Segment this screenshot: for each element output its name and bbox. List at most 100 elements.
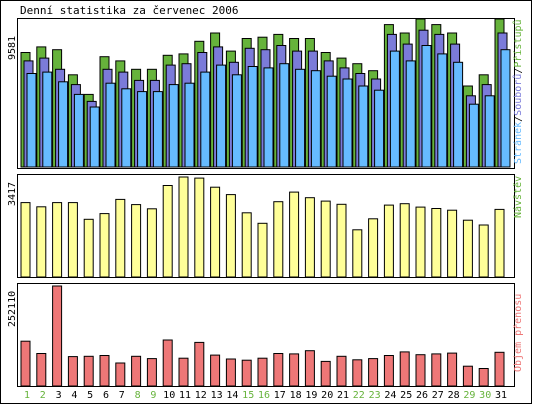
pages-bar-day-21 [342,78,353,168]
kbytes-bar-day-22 [352,359,363,387]
pages-bar-day-11 [184,82,195,168]
kbytes-bar-day-18 [289,353,300,387]
day-label-12: 12 [195,390,207,401]
day-axis-labels: 1 2 3 4 5 6 7 8 9 10 11 12 13 14 15 16 17 18 19 20 21 22 23 24 2… [24,390,507,401]
kbytes-bar-day-28 [447,352,458,387]
visits-bar-day-24 [383,204,394,278]
kbytes-bar-day-10 [162,339,173,387]
visits-bar-day-12 [194,177,205,278]
kbytes-bar-day-30 [478,368,489,387]
visits-bar-day-26 [415,206,426,278]
pages-bar-day-22 [358,85,369,168]
visits-bar-day-25 [399,203,410,278]
kbytes-bar-day-16 [257,357,268,387]
kbytes-bar-day-24 [383,355,394,387]
hits-files-pages-bars [20,18,511,168]
visits-bar-day-23 [368,218,379,278]
visits-bars [20,176,505,278]
day-label-8: 8 [135,390,141,401]
pages-bar-day-7 [121,88,132,168]
pages-bar-day-15 [247,66,258,168]
day-label-20: 20 [321,390,333,401]
day-label-9: 9 [150,390,156,401]
day-label-4: 4 [71,390,77,401]
visits-bar-day-27 [431,208,442,278]
visits-bar-day-20 [320,200,331,278]
pages-bar-day-5 [89,106,100,168]
day-label-13: 13 [211,390,223,401]
day-label-14: 14 [226,390,238,401]
pages-bar-day-9 [152,91,163,168]
legend-files: Souborů [512,74,524,116]
day-label-10: 10 [163,390,175,401]
day-label-21: 21 [337,390,349,401]
kbytes-bar-day-5 [83,355,94,387]
kbytes-bar-day-20 [320,360,331,387]
day-label-31: 31 [495,390,507,401]
visits-bar-day-7 [115,198,126,278]
visits-bar-day-15 [241,212,252,278]
visits-bar-day-8 [131,204,142,278]
pages-bar-day-8 [137,91,148,168]
pages-bar-day-18 [295,68,306,168]
day-label-5: 5 [87,390,93,401]
pages-bar-day-19 [310,70,321,168]
visits-bar-day-14 [225,194,236,278]
day-label-22: 22 [353,390,365,401]
kbytes-bar-day-15 [241,359,252,387]
hits-panel-ymax-label: 9581 [7,36,18,60]
kbytes-bar-day-14 [225,358,236,387]
legend-separator-2: / [513,68,524,74]
visits-bar-day-21 [336,203,347,278]
day-label-28: 28 [448,390,460,401]
pages-bar-day-16 [263,67,274,168]
day-label-19: 19 [305,390,317,401]
kbytes-bar-day-11 [178,357,189,387]
pages-bar-day-29 [468,103,479,168]
visits-bar-day-30 [478,224,489,278]
visits-bar-day-16 [257,222,268,278]
kbytes-bar-day-21 [336,355,347,387]
pages-bar-day-4 [73,93,84,168]
kbytes-bar-day-12 [194,341,205,387]
day-label-3: 3 [56,390,62,401]
legend-hits: Přístupů [512,19,524,67]
kbytes-bar-day-31 [494,351,505,387]
visits-panel-ymax-label: 3417 [7,182,18,206]
pages-bar-day-30 [484,95,495,168]
kbytes-bars [20,285,505,387]
day-label-6: 6 [103,390,109,401]
pages-bar-day-28 [453,61,464,168]
day-label-1: 1 [24,390,30,401]
visits-bar-day-4 [67,202,78,278]
kbytes-bar-day-3 [52,285,63,387]
visits-bar-day-13 [210,186,221,278]
visits-bar-day-28 [447,209,458,278]
hits-panel-legend: Stránek/Souborů/Přístupů [512,19,524,164]
pages-bar-day-1 [26,73,37,168]
kbytes-bar-day-23 [368,358,379,387]
day-label-25: 25 [400,390,412,401]
visits-bar-day-18 [289,191,300,278]
kbytes-bar-day-19 [304,350,315,387]
day-label-17: 17 [274,390,286,401]
kbytes-bar-day-9 [146,358,157,387]
legend-separator-1: / [513,116,524,122]
day-label-2: 2 [40,390,46,401]
day-label-24: 24 [384,390,396,401]
day-label-23: 23 [369,390,381,401]
pages-bar-day-20 [326,75,337,168]
kbytes-bar-day-13 [210,354,221,387]
visits-bar-day-9 [146,208,157,278]
kbytes-bar-day-6 [99,355,110,387]
pages-bar-day-3 [58,81,69,168]
day-label-16: 16 [258,390,270,401]
kbytes-bar-day-29 [462,365,473,387]
pages-bar-day-2 [42,71,53,168]
kbytes-bar-day-2 [36,353,47,387]
pages-bar-day-10 [168,84,179,168]
legend-pages: Stránek [512,122,524,164]
pages-bar-day-27 [437,53,448,168]
pages-bar-day-23 [374,89,385,168]
